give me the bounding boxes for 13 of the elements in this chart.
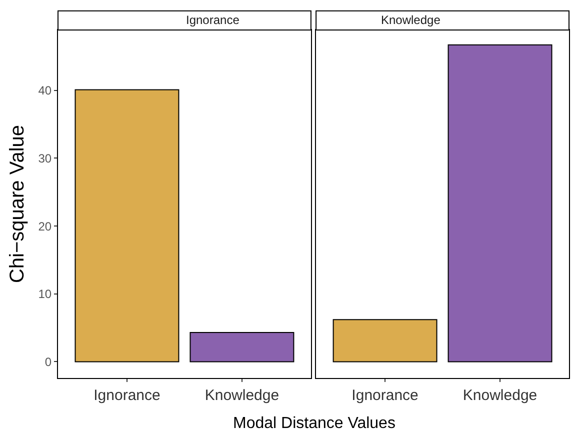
y-tick-label: 10 bbox=[38, 287, 52, 302]
y-axis-title: Chi−square Value bbox=[6, 124, 29, 284]
x-tick-label: Ignorance bbox=[94, 387, 160, 404]
x-axis-title: Modal Distance Values bbox=[233, 415, 396, 432]
chart-title: Knowledge bbox=[381, 13, 441, 27]
y-tick-label: 20 bbox=[38, 219, 52, 234]
x-tick-label: Knowledge bbox=[462, 387, 538, 404]
chart-title: Ignorance bbox=[186, 13, 240, 27]
y-tick-label: 0 bbox=[44, 354, 52, 369]
x-tick-label: Knowledge bbox=[204, 387, 280, 404]
y-tick-label: 30 bbox=[38, 151, 52, 166]
y-tick-label: 40 bbox=[38, 84, 52, 98]
x-tick-label: Ignorance bbox=[352, 387, 418, 404]
